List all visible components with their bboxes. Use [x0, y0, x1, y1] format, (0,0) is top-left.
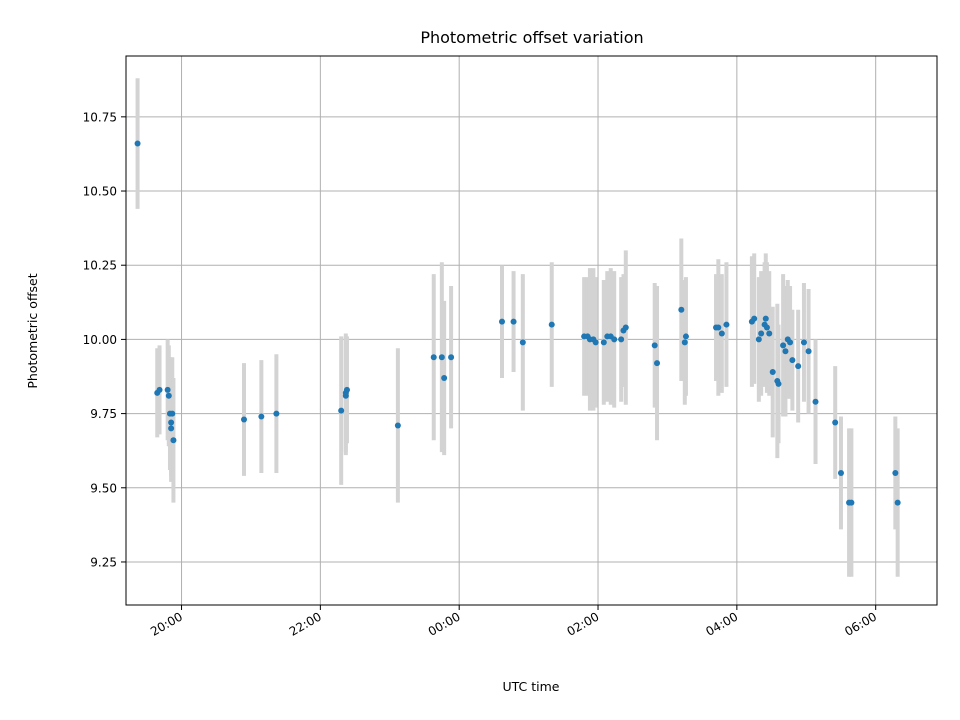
y-tick-label: 10.75: [83, 110, 117, 124]
y-tick-label: 9.75: [90, 407, 117, 421]
data-point: [448, 354, 455, 361]
data-point: [519, 339, 526, 346]
data-point: [168, 425, 175, 432]
data-point: [592, 339, 599, 346]
data-point: [343, 386, 350, 393]
data-point: [780, 342, 787, 349]
data-point: [782, 348, 789, 355]
data-point: [763, 324, 770, 331]
data-point: [654, 360, 661, 367]
data-point: [755, 336, 762, 343]
data-point: [438, 354, 445, 361]
data-point: [762, 315, 769, 322]
data-point: [837, 469, 844, 476]
data-point: [812, 398, 819, 405]
data-point: [795, 363, 802, 370]
data-point: [258, 413, 265, 420]
data-point: [848, 499, 855, 506]
data-point: [681, 339, 688, 346]
data-point: [170, 437, 177, 444]
data-point: [769, 369, 776, 376]
y-tick-label: 9.50: [90, 481, 117, 495]
data-point: [441, 374, 448, 381]
data-point: [600, 339, 607, 346]
data-point: [165, 392, 172, 399]
data-point: [715, 324, 722, 331]
data-point: [775, 380, 782, 387]
data-point: [622, 324, 629, 331]
data-point: [800, 339, 807, 346]
data-point: [758, 330, 765, 337]
y-tick-label: 10.50: [83, 185, 117, 199]
data-point: [548, 321, 555, 328]
data-point: [498, 318, 505, 325]
data-point: [134, 140, 141, 147]
data-point: [618, 336, 625, 343]
data-point: [766, 330, 773, 337]
chart-title: Photometric offset variation: [420, 28, 643, 47]
data-point: [718, 330, 725, 337]
data-point: [241, 416, 248, 423]
y-tick-label: 10.25: [83, 259, 117, 273]
data-point: [678, 306, 685, 313]
data-point: [168, 419, 175, 426]
data-point: [789, 357, 796, 364]
data-point: [682, 333, 689, 340]
y-axis: 9.25 9.50 9.75 10.00 10.25 10.50 10.75: [83, 110, 126, 569]
data-point: [156, 386, 163, 393]
x-axis-label: UTC time: [503, 679, 560, 694]
data-point: [805, 348, 812, 355]
plot-frame: [125, 55, 938, 606]
data-point: [787, 339, 794, 346]
data-point: [164, 386, 171, 393]
data-point: [394, 422, 401, 429]
y-axis-label: Photometric offset: [25, 273, 40, 388]
data-point: [611, 336, 618, 343]
data-point: [892, 469, 899, 476]
data-point: [338, 407, 345, 414]
data-point: [169, 410, 176, 417]
data-point: [894, 499, 901, 506]
data-point: [832, 419, 839, 426]
data-points: [134, 140, 901, 506]
data-point: [430, 354, 437, 361]
data-point: [723, 321, 730, 328]
y-tick-label: 9.25: [90, 555, 117, 569]
data-point: [751, 315, 758, 322]
y-tick-label: 10.00: [83, 333, 117, 347]
data-point: [510, 318, 517, 325]
data-point: [651, 342, 658, 349]
data-point: [273, 410, 280, 417]
